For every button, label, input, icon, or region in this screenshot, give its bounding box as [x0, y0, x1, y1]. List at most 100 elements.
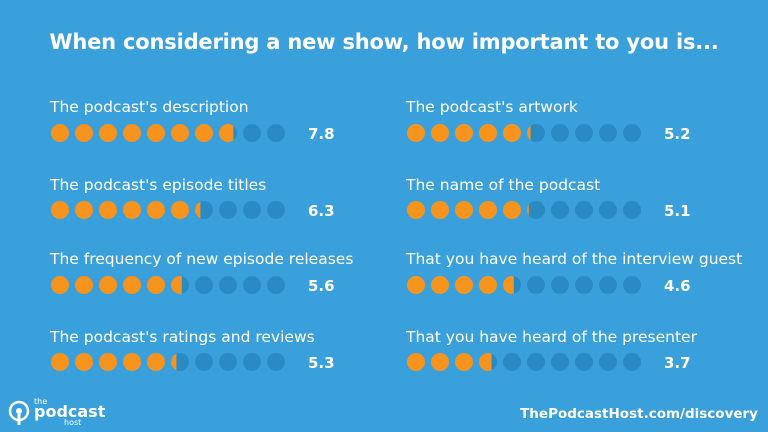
rating-dot [243, 353, 261, 371]
rating-dot-partial [527, 125, 531, 141]
rating-dot [431, 124, 449, 142]
rating-dot [123, 276, 141, 294]
rating-dot [599, 124, 617, 142]
rating-dot [479, 124, 497, 142]
rating-dot [431, 201, 449, 219]
rating-dot [503, 353, 521, 371]
rating-row: The podcast's description 7.8 [49, 98, 335, 143]
item-value: 5.3 [308, 354, 335, 372]
rating-dot [455, 353, 473, 371]
rating-dot-partial [503, 276, 514, 294]
rating-dot [267, 276, 285, 294]
rating-dot [503, 124, 521, 142]
rating-dot [407, 124, 425, 142]
rating-dot [479, 276, 497, 294]
rating-dot [407, 276, 425, 294]
rating-dot-partial [527, 204, 529, 216]
rating-dot [267, 201, 285, 219]
rating-dot-partial [195, 201, 201, 219]
rating-dot [599, 201, 617, 219]
rating-dot [99, 353, 117, 371]
rating-dot [503, 201, 521, 219]
rating-dot [75, 353, 93, 371]
rating-dot [195, 124, 213, 142]
rating-dot-partial [171, 353, 177, 371]
rating-dot [623, 353, 641, 371]
rating-row: The podcast's ratings and reviews 5.3 [49, 328, 335, 372]
rating-dot [575, 353, 593, 371]
item-value: 7.8 [308, 125, 335, 143]
rating-dot [219, 353, 237, 371]
rating-dot [147, 201, 165, 219]
rating-dot [575, 201, 593, 219]
source-url: ThePodcastHost.com/discovery [520, 406, 758, 422]
rating-dot [407, 201, 425, 219]
rating-dot [219, 276, 237, 294]
rating-row: The podcast's artwork 5.2 [405, 98, 691, 143]
rating-dot [195, 276, 213, 294]
rating-row: The name of the podcast 5.1 [405, 176, 691, 220]
rating-dot [267, 124, 285, 142]
item-value: 5.1 [664, 202, 691, 220]
rating-dot [123, 353, 141, 371]
rating-dot [147, 353, 165, 371]
rating-dot-partial [479, 353, 492, 371]
rating-dot [75, 201, 93, 219]
rating-dot [219, 201, 237, 219]
rating-dot [75, 276, 93, 294]
item-label: The podcast's episode titles [49, 176, 266, 194]
rating-dot [195, 353, 213, 371]
rating-dot [455, 201, 473, 219]
rating-dot [171, 201, 189, 219]
chart-title: When considering a new show, how importa… [49, 30, 719, 54]
rating-dot [51, 276, 69, 294]
rating-dot [147, 276, 165, 294]
rating-dot [551, 124, 569, 142]
rating-dot [551, 201, 569, 219]
rating-dot [171, 124, 189, 142]
rating-dot [599, 353, 617, 371]
rating-dot [99, 124, 117, 142]
rating-dot [267, 353, 285, 371]
rating-dot [407, 353, 425, 371]
rating-dot [599, 276, 617, 294]
rating-dot [75, 124, 93, 142]
rating-dot [527, 124, 545, 142]
rating-dot [551, 353, 569, 371]
rating-dot [123, 201, 141, 219]
rating-dot [575, 276, 593, 294]
rating-dot-partial [171, 276, 182, 294]
rating-dot [479, 201, 497, 219]
rating-dot-partial [219, 124, 234, 142]
item-label: The podcast's description [49, 98, 249, 116]
rating-dot [147, 124, 165, 142]
rating-dot [51, 201, 69, 219]
item-label: That you have heard of the interview gue… [405, 250, 742, 268]
podcast-logo-icon [8, 400, 30, 425]
rating-dot [99, 201, 117, 219]
rating-dot [123, 124, 141, 142]
rating-row: That you have heard of the interview gue… [405, 250, 742, 295]
rating-row: The frequency of new episode releases 5.6 [49, 250, 353, 295]
rating-dot [623, 124, 641, 142]
item-value: 5.2 [664, 125, 691, 143]
rating-dot [243, 124, 261, 142]
rating-dot [243, 276, 261, 294]
rating-dot [623, 276, 641, 294]
item-label: The podcast's artwork [405, 98, 578, 116]
rating-dot [51, 353, 69, 371]
item-label: The frequency of new episode releases [49, 250, 353, 268]
item-value: 3.7 [664, 354, 691, 372]
rating-dot [431, 276, 449, 294]
rating-dot [431, 353, 449, 371]
logo-small-top: the [34, 397, 48, 406]
rating-dot [527, 276, 545, 294]
rating-dot [623, 201, 641, 219]
rating-dot [551, 276, 569, 294]
rating-row: The podcast's episode titles 6.3 [49, 176, 335, 220]
rating-dot [51, 124, 69, 142]
logo-small-bottom: host [64, 418, 82, 427]
rating-dot [243, 201, 261, 219]
rating-dot [527, 201, 545, 219]
